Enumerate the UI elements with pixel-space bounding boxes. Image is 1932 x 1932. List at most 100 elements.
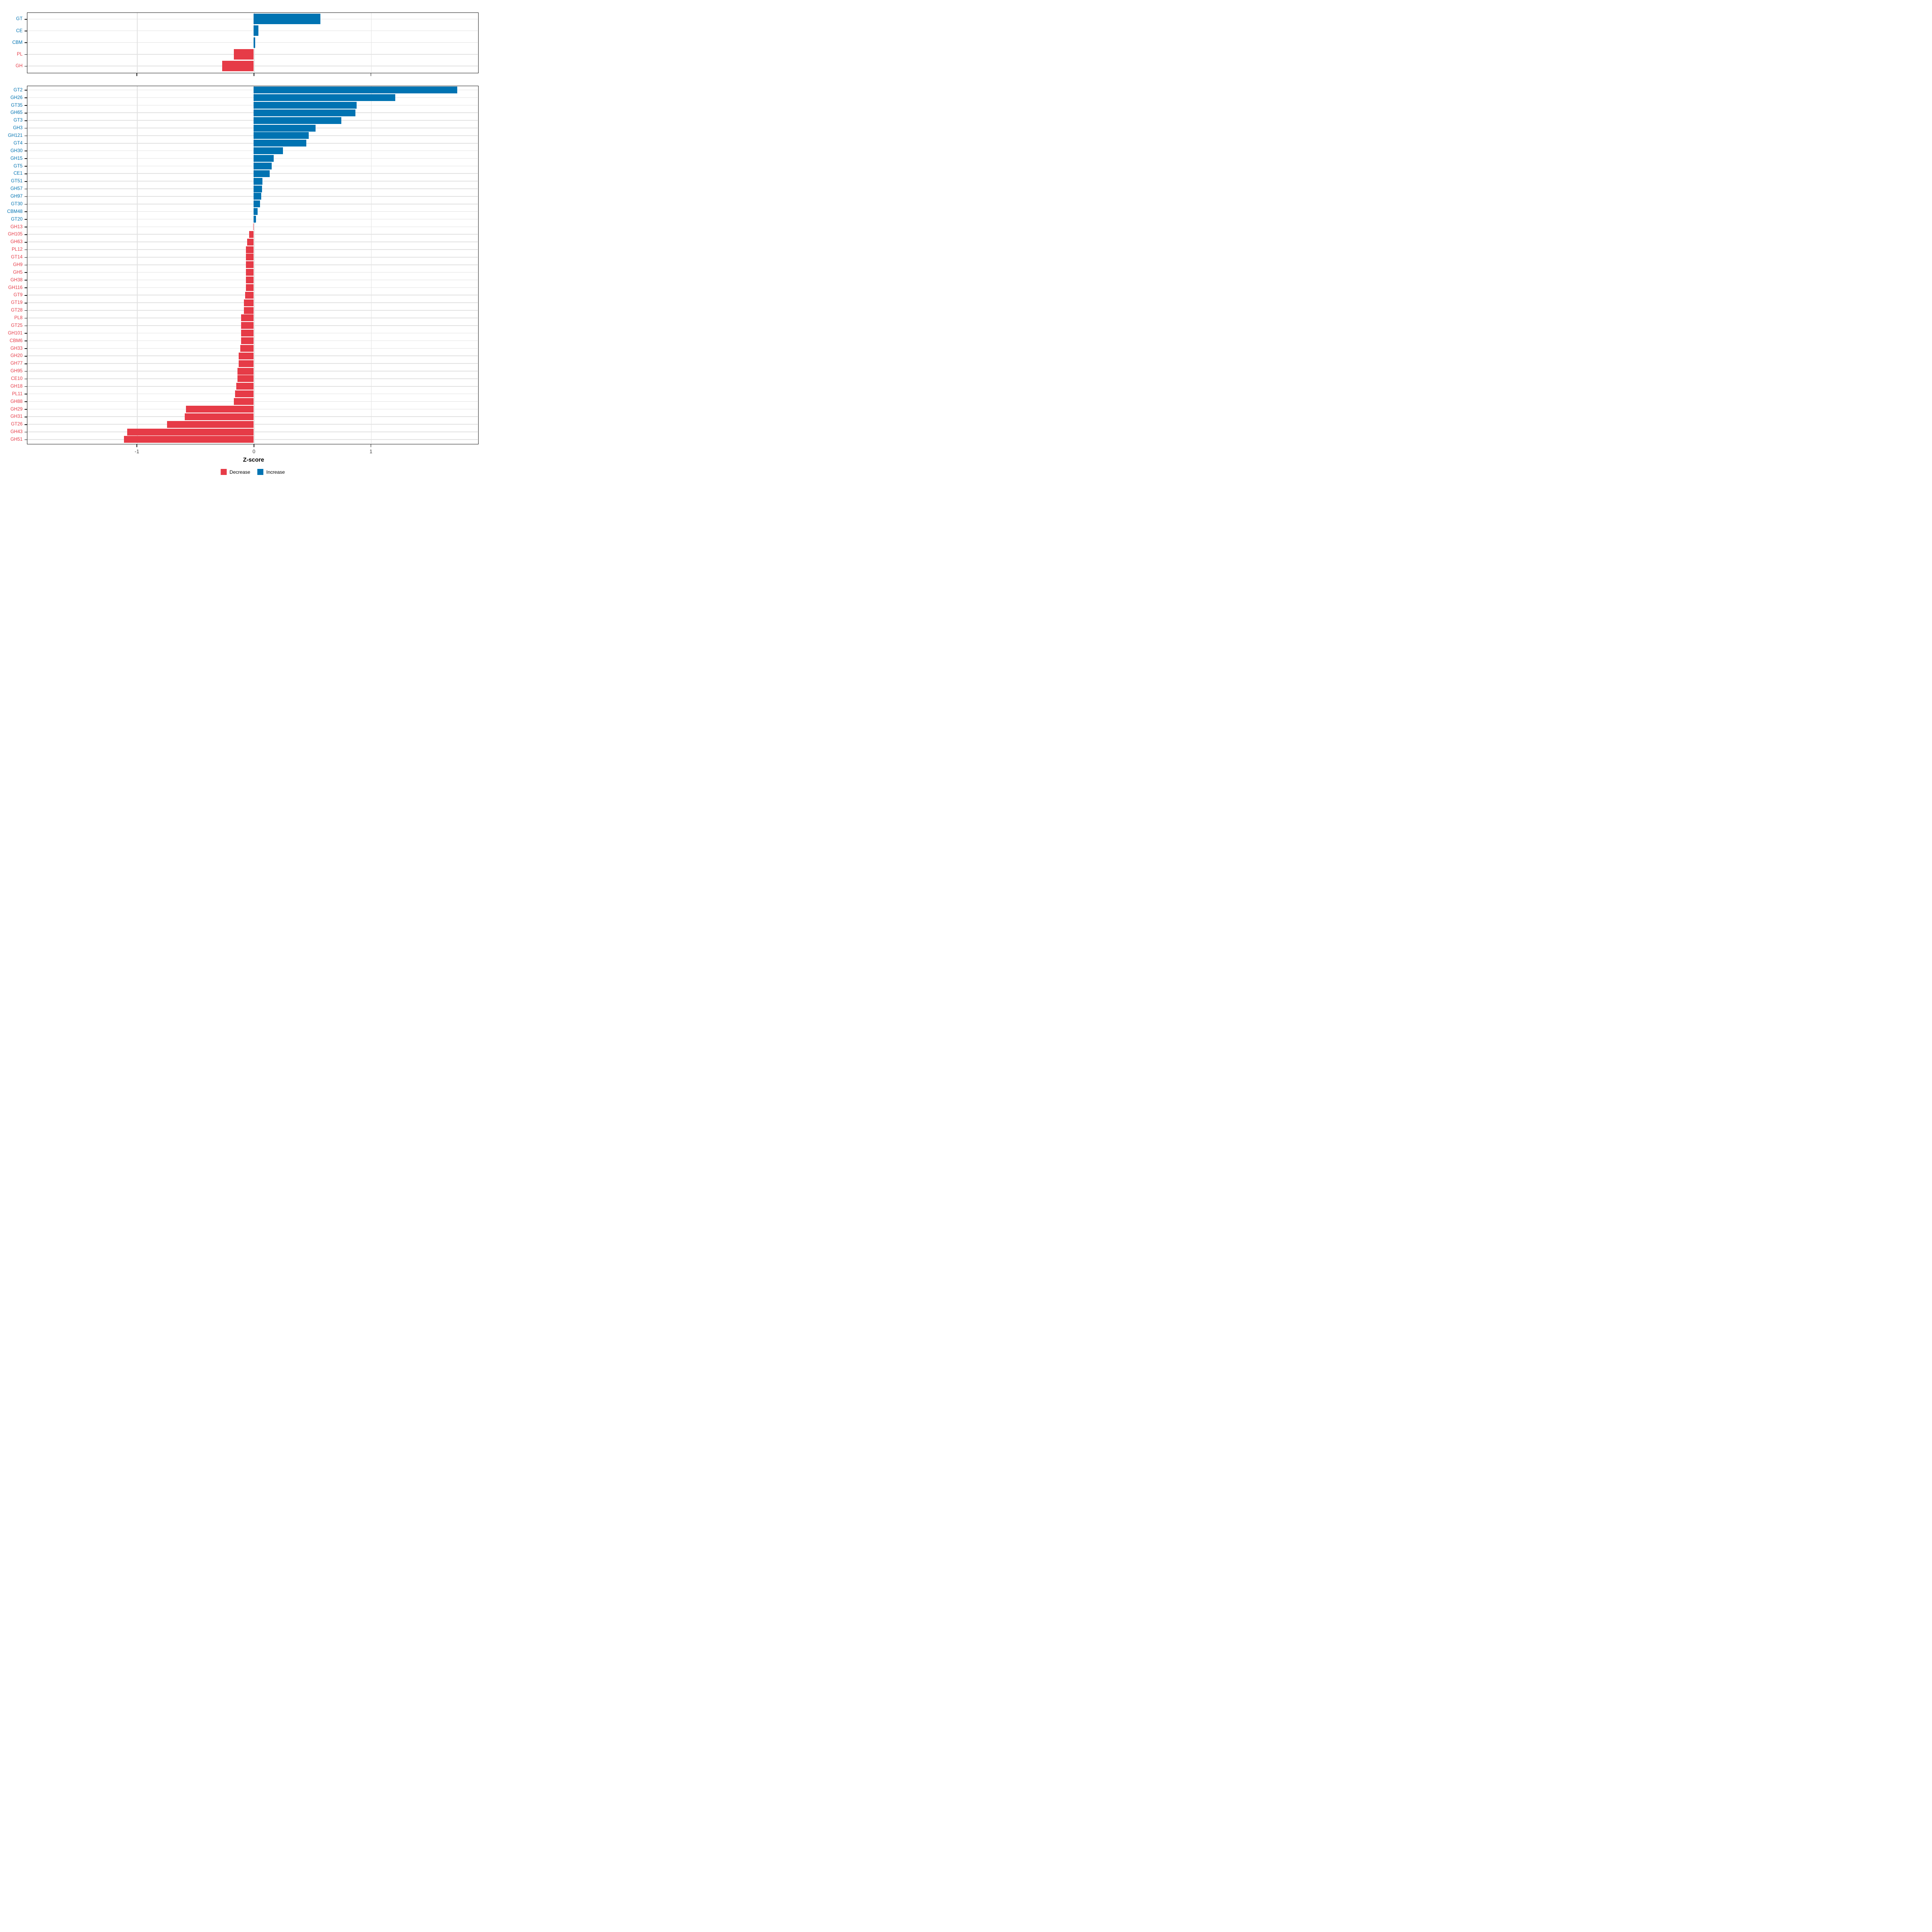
y-tick-mark [25,371,27,372]
y-label-GH29: GH29 [10,407,23,412]
y-tick-mark [25,120,27,121]
bar-PL12 [246,246,254,253]
bar-CE10 [237,375,254,382]
y-tick-mark [25,424,27,425]
y-tick-mark [25,204,27,205]
legend-swatch-decrease [221,469,227,475]
y-tick-mark [25,113,27,114]
bar-GT14 [246,254,254,261]
y-label-GT14: GT14 [11,255,23,260]
gridline-row [27,135,478,136]
cazyme-zscore-chart: Z-score Decrease Increase GT CE CBM PL GH GT2 G… [0,0,483,483]
bar-GH95 [237,367,254,375]
y-label-PL: PL [17,52,23,57]
y-label-GH5: GH5 [13,270,23,275]
x-tick-label-0: 0 [252,449,256,454]
legend-label: Increase [266,469,285,475]
bar-GH77 [239,360,254,367]
bar-GH43 [127,428,254,436]
legend-label: Decrease [229,469,250,475]
y-tick-mark [25,234,27,235]
family-panel [27,86,479,444]
y-label-GT5: GT5 [13,163,23,169]
bar-GH38 [246,277,254,284]
y-tick-mark [25,378,27,380]
bar-CE1 [254,170,270,177]
y-label-GH121: GH121 [8,133,23,138]
y-label-GH101: GH101 [8,330,23,336]
y-tick-mark [25,264,27,266]
y-label-GT: GT [16,17,23,22]
y-label-PL8: PL8 [14,316,23,320]
y-label-GH18: GH18 [10,384,23,389]
gridline-row [27,211,478,212]
bar-GH97 [254,193,262,200]
bar-GH33 [240,345,254,352]
gridline-row [27,188,478,189]
y-label-GH33: GH33 [10,346,23,351]
y-label-GH57: GH57 [10,186,23,192]
bar-CBM6 [241,337,254,345]
y-tick-mark [25,333,27,334]
bar-GH51 [124,436,254,443]
y-tick-mark [25,401,27,402]
y-label-GH3: GH3 [13,126,23,131]
bar-GT30 [254,200,260,208]
y-tick-mark [25,166,27,167]
y-label-GH38: GH38 [10,277,23,283]
bar-GH18 [236,383,254,390]
x-tick-mark [136,73,138,76]
y-tick-mark [25,272,27,273]
x-tick-label-1: 1 [369,449,373,454]
y-label-GH116: GH116 [8,285,23,290]
y-label-GH: GH [15,64,23,69]
y-label-PL12: PL12 [12,247,23,252]
x-tick-mark [136,444,138,447]
y-label-GH63: GH63 [10,239,23,245]
gridline-row [27,181,478,182]
y-label-CE1: CE1 [13,171,23,176]
legend-entry-decrease: Decrease [221,469,250,475]
y-label-GT3: GT3 [13,118,23,123]
y-tick-mark [25,219,27,220]
gridline-row [27,19,478,20]
bar-GH [222,60,254,71]
y-tick-mark [25,66,27,67]
gridline-row [27,42,478,43]
x-tick-mark [370,73,372,76]
bar-GH20 [239,352,254,359]
bar-PL11 [235,390,254,398]
y-tick-mark [25,386,27,387]
bar-GH15 [254,155,274,162]
y-tick-mark [25,287,27,288]
y-label-CE10: CE10 [11,376,23,381]
y-label-GH20: GH20 [10,353,23,359]
bar-GH9 [246,261,254,268]
gridline-row [27,173,478,174]
gridline-row [27,219,478,220]
bar-GT51 [254,178,263,185]
y-tick-mark [25,54,27,55]
gridline-row [27,142,478,144]
y-label-GH30: GH30 [10,148,23,153]
y-label-GH15: GH15 [10,156,23,161]
y-tick-mark [25,280,27,281]
gridline-row [27,97,478,98]
y-tick-mark [25,257,27,258]
x-tick-label--1: -1 [134,449,139,454]
y-label-GH65: GH65 [10,110,23,116]
y-label-CE: CE [16,28,23,33]
y-label-GT9: GT9 [13,293,23,298]
y-tick-mark [25,211,27,213]
bar-GT25 [241,322,254,329]
y-tick-mark [25,363,27,364]
y-label-CBM: CBM [12,40,23,45]
bar-GH30 [254,147,283,155]
y-tick-mark [25,356,27,357]
x-tick-mark [370,444,372,447]
y-label-GT2: GT2 [13,87,23,93]
y-tick-mark [25,173,27,174]
gridline-row [27,105,478,106]
y-tick-mark [25,128,27,129]
legend: Decrease Increase [221,469,285,475]
